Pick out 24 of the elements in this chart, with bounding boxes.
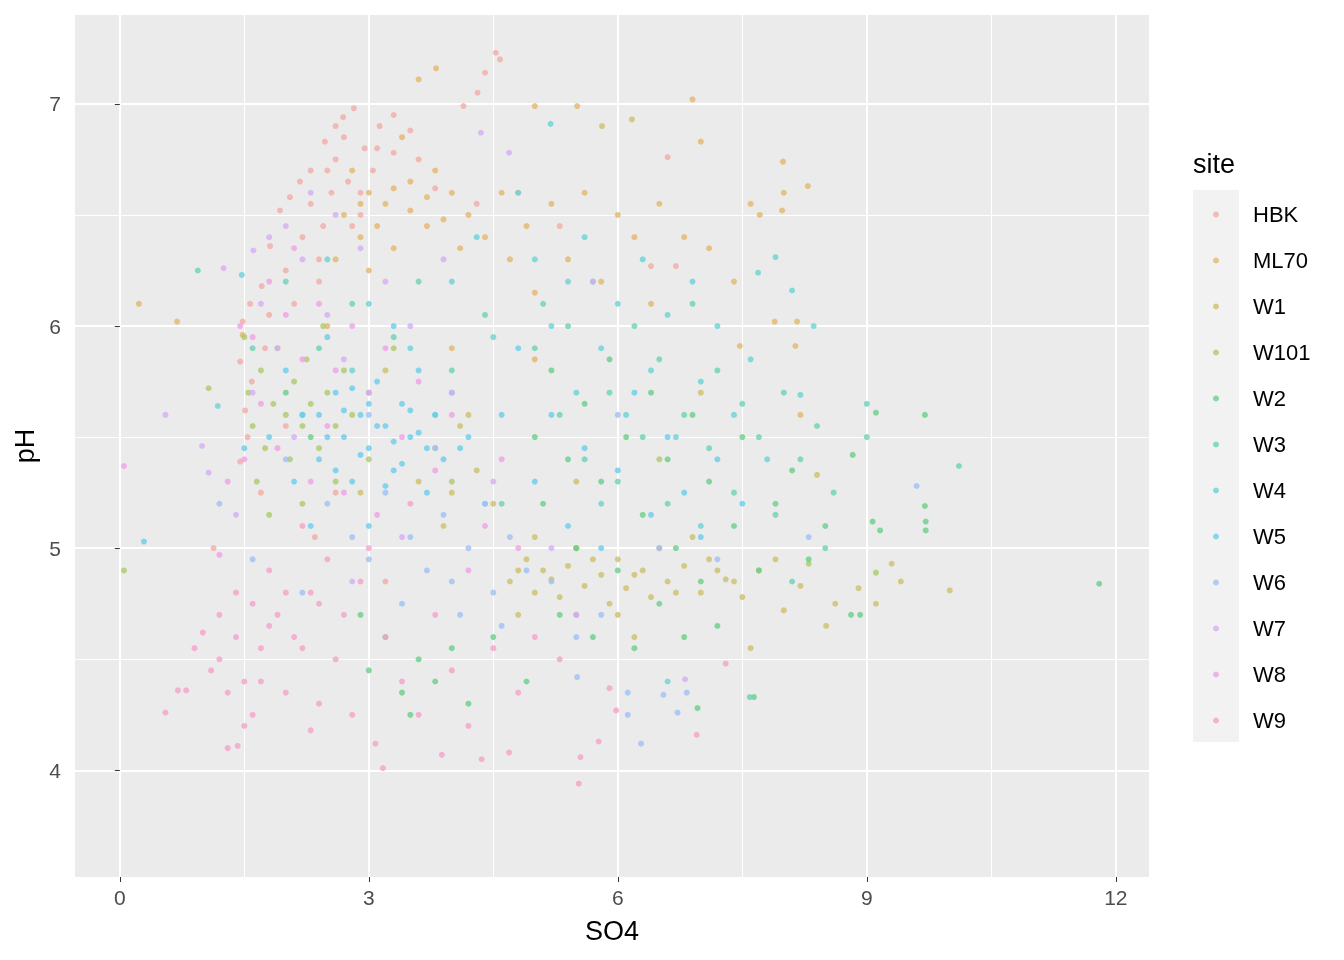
y-tick-label: 7	[49, 92, 61, 116]
legend-label: W9	[1253, 708, 1286, 733]
legend-label: W2	[1253, 386, 1286, 411]
legend-label: W4	[1253, 478, 1286, 503]
x-tick-label: 0	[113, 886, 126, 909]
legend-label: ML70	[1253, 248, 1309, 273]
y-tick-label: 4	[49, 758, 62, 782]
legend-label: W5	[1253, 524, 1286, 549]
legend-label: W3	[1253, 432, 1286, 457]
x-tick-label: 6	[611, 886, 624, 909]
x-tick-label: 3	[362, 886, 375, 909]
legend-label: W7	[1253, 616, 1286, 641]
y-axis-title: pH	[9, 428, 40, 464]
x-axis-title: SO4	[584, 915, 640, 946]
x-tick-label: 9	[860, 886, 873, 909]
legend-label: W1	[1253, 294, 1286, 319]
x-tick-label: 12	[1104, 886, 1128, 909]
legend-label: HBK	[1253, 202, 1299, 227]
y-tick-label: 5	[49, 536, 61, 560]
legend-title: site	[1193, 148, 1236, 179]
legend-label: W101	[1253, 340, 1311, 365]
legend-label: W8	[1253, 662, 1286, 687]
legend-label: W6	[1253, 570, 1286, 595]
y-tick-label: 6	[49, 314, 61, 338]
